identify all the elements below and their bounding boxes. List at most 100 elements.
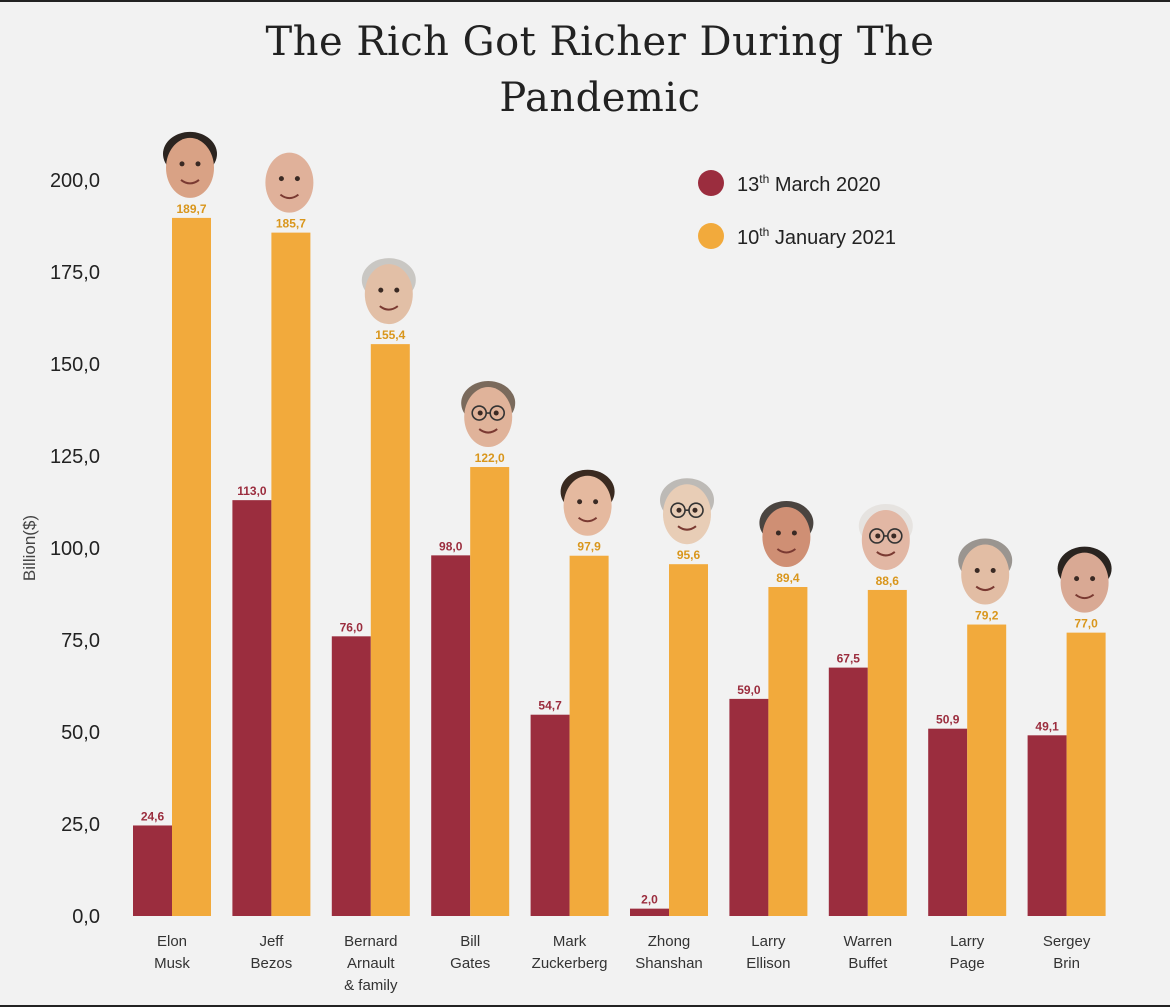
category-label: Shanshan [635,955,703,972]
category-label: Jeff [259,933,284,950]
legend-marker [698,223,724,249]
portrait-mouth-icon [1074,593,1095,600]
portrait-mouth-icon [577,516,598,523]
portrait-eye-icon [493,410,499,416]
legend-label: 13th March 2020 [737,172,880,196]
bar [669,564,708,916]
y-tick-label: 75,0 [61,630,100,652]
y-tick-label: 200,0 [50,170,100,192]
bar [172,217,211,917]
portrait-mouth-icon [677,525,697,531]
bar [828,667,868,916]
category-label: Page [950,955,985,972]
portrait-eye-icon [1090,576,1096,582]
bar [569,555,609,916]
data-label: 2,0 [641,893,658,907]
data-label: 67,5 [837,652,861,666]
bar [630,908,669,916]
portrait-eye-icon [891,533,897,539]
category-label: Sergey [1043,933,1091,950]
data-label: 76,0 [340,620,364,634]
portrait-eye-icon [775,530,781,536]
portrait-face-icon [563,475,612,536]
category-label: Warren [843,933,892,950]
portrait-eye-icon [195,161,201,167]
y-tick-label: 50,0 [61,722,100,744]
data-label: 50,9 [936,713,960,727]
data-label: 89,4 [776,571,800,585]
category-label: & family [344,977,398,994]
bar [967,624,1007,916]
portrait-face-icon [961,544,1010,605]
data-label: 59,0 [737,683,761,697]
data-label: 155,4 [375,328,405,342]
data-label: 97,9 [577,540,601,554]
portrait-face-icon [861,509,910,570]
y-tick-label: 100,0 [50,538,100,560]
portrait-eye-icon [990,568,996,574]
data-label: 189,7 [176,202,206,216]
data-label: 113,0 [237,484,267,498]
portrait-face-icon [464,387,513,448]
portrait-mouth-icon [776,548,797,554]
portrait-mouth-icon [478,428,498,434]
data-label: 54,7 [538,699,562,713]
portrait-eye-icon [577,499,583,505]
bar [232,500,272,916]
data-label: 77,0 [1074,617,1098,631]
portrait-eye-icon [477,410,483,416]
category-label: Bezos [251,955,293,972]
portrait-face-icon [265,152,314,213]
portrait-eye-icon [593,499,599,505]
bar [530,714,570,916]
bar [867,589,907,916]
data-label: 122,0 [475,451,505,465]
portrait-eye-icon [692,507,698,513]
bar [1027,735,1067,916]
portrait-mouth-icon [876,551,896,557]
category-label: Zhong [648,933,691,950]
bar [1066,632,1106,916]
portrait-mouth-icon [180,179,200,185]
portrait-face-icon [663,484,711,545]
legend-marker [698,170,724,196]
bar [331,636,371,916]
portrait-face-icon [762,507,811,568]
data-label: 49,1 [1035,719,1059,733]
category-label: Zuckerberg [532,955,608,972]
bar [370,344,410,916]
portrait-eye-icon [179,161,185,167]
chart-title: The Rich Got Richer During The Pandemic [265,19,935,121]
portrait-eye-icon [791,530,797,536]
data-label: 185,7 [276,217,306,231]
data-label: 98,0 [439,539,463,553]
y-tick-label: 175,0 [50,262,100,284]
category-label: Bernard [344,933,397,950]
bar [431,555,471,916]
bar [729,698,769,916]
legend-label: 10th January 2021 [737,225,896,249]
category-label: Larry [751,933,786,950]
bar [928,728,968,916]
category-label: Ellison [746,955,790,972]
category-label: Gates [450,955,490,972]
bar [470,467,510,916]
y-tick-label: 150,0 [50,354,100,376]
portrait-mouth-icon [975,585,995,592]
category-label: Larry [950,933,985,950]
data-label: 24,6 [141,809,165,823]
portrait-eye-icon [974,568,980,574]
bar [133,825,172,916]
category-label: Elon [157,933,187,950]
data-label: 95,6 [677,548,701,562]
bar [768,587,808,916]
y-tick-label: 125,0 [50,446,100,468]
portrait-eye-icon [676,507,682,513]
portrait-eye-icon [378,287,384,293]
category-label: Mark [553,933,587,950]
category-label: Bill [460,933,480,950]
data-label: 88,6 [876,574,900,588]
portrait-eye-icon [278,176,284,182]
data-label: 79,2 [975,609,999,623]
